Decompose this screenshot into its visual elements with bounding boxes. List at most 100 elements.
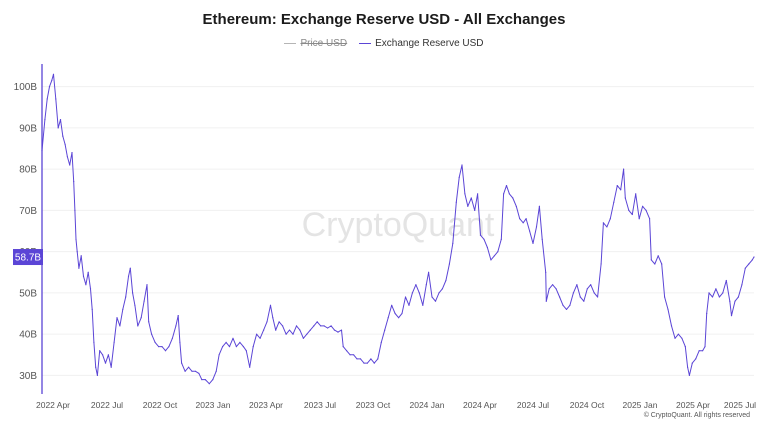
data-point: [677, 333, 680, 335]
data-point: [545, 300, 547, 302]
data-point: [204, 379, 206, 381]
data-point: [256, 333, 258, 335]
data-point: [201, 379, 203, 381]
data-point: [132, 292, 134, 294]
data-point: [66, 156, 68, 158]
data-point: [309, 329, 311, 331]
data-point: [282, 325, 284, 327]
data-point: [688, 374, 691, 376]
data-point: [729, 300, 731, 302]
data-point: [75, 238, 77, 240]
data-point: [470, 197, 472, 199]
data-point: [194, 370, 197, 372]
data-point: [401, 312, 403, 315]
data-point: [127, 275, 130, 277]
x-tick-label: 2025 Jan: [623, 400, 658, 410]
legend-label-exchange-reserve-usd: Exchange Reserve USD: [375, 38, 484, 49]
legend-item-price-usd[interactable]: Price USD: [284, 38, 347, 49]
data-point: [140, 317, 142, 319]
data-point: [191, 370, 193, 372]
data-point: [667, 308, 669, 310]
data-point: [464, 193, 466, 195]
data-point: [418, 292, 420, 294]
data-point: [645, 209, 647, 211]
data-point: [104, 362, 107, 364]
data-point: [116, 317, 118, 319]
data-point: [78, 267, 80, 269]
data-point: [164, 350, 167, 352]
data-point: [288, 329, 291, 331]
data-point: [64, 143, 66, 145]
data-point: [438, 292, 440, 294]
data-point: [299, 329, 301, 331]
data-point: [215, 370, 217, 372]
data-point: [306, 333, 308, 335]
data-point: [333, 329, 336, 331]
y-tick-label: 100B: [14, 82, 38, 93]
data-point: [59, 119, 62, 121]
legend-item-exchange-reserve-usd[interactable]: Exchange Reserve USD: [359, 38, 484, 49]
data-point: [725, 279, 727, 282]
data-point: [119, 325, 121, 327]
data-point: [493, 255, 495, 257]
data-point: [404, 296, 407, 298]
data-point: [455, 201, 457, 203]
data-point: [519, 218, 521, 220]
data-point: [628, 209, 630, 211]
data-point: [541, 238, 543, 240]
data-point: [387, 317, 389, 319]
data-point: [744, 267, 746, 269]
data-point: [590, 284, 592, 286]
data-point: [57, 127, 59, 129]
y-tick-label: 50B: [19, 288, 37, 299]
x-tick-label: 2023 Jan: [196, 400, 231, 410]
data-point: [722, 292, 724, 294]
data-point: [624, 197, 626, 199]
data-point: [698, 350, 700, 352]
last-value-badge: [13, 249, 43, 266]
data-point: [535, 226, 538, 228]
data-point: [490, 259, 492, 261]
data-point: [330, 325, 332, 327]
data-point: [642, 205, 644, 207]
data-point: [184, 370, 186, 372]
data-point: [602, 222, 605, 224]
data-point: [168, 346, 170, 348]
data-point: [445, 279, 447, 282]
data-point: [718, 296, 721, 298]
data-point: [597, 296, 599, 298]
data-point: [753, 256, 755, 258]
data-point: [356, 358, 358, 360]
data-point: [377, 358, 379, 360]
x-tick-label: 2024 Apr: [463, 400, 497, 410]
data-point: [695, 358, 697, 360]
data-point: [102, 354, 104, 356]
legend-line-icon: [359, 43, 372, 44]
data-point: [654, 263, 656, 265]
data-point: [212, 379, 214, 381]
data-point: [616, 185, 618, 187]
copyright-footer: © CryptoQuant. All rights reserved: [643, 412, 750, 419]
x-tick-label: 2025 Jul: [724, 400, 756, 410]
y-tick-label: 70B: [19, 206, 37, 217]
data-point: [664, 296, 666, 298]
data-point: [532, 242, 534, 244]
data-point: [41, 150, 43, 152]
data-point: [239, 341, 241, 343]
data-point: [122, 308, 124, 310]
data-point: [548, 288, 550, 290]
data-point: [512, 197, 514, 199]
data-point: [148, 321, 150, 323]
data-point: [323, 325, 325, 327]
data-point: [370, 358, 372, 360]
data-point: [702, 350, 704, 352]
data-point: [398, 317, 400, 319]
data-point: [545, 271, 547, 273]
data-point: [292, 333, 294, 335]
data-point: [384, 329, 386, 331]
data-point: [134, 304, 136, 306]
data-point: [479, 234, 482, 236]
data-point: [674, 337, 676, 339]
data-point: [691, 362, 693, 364]
